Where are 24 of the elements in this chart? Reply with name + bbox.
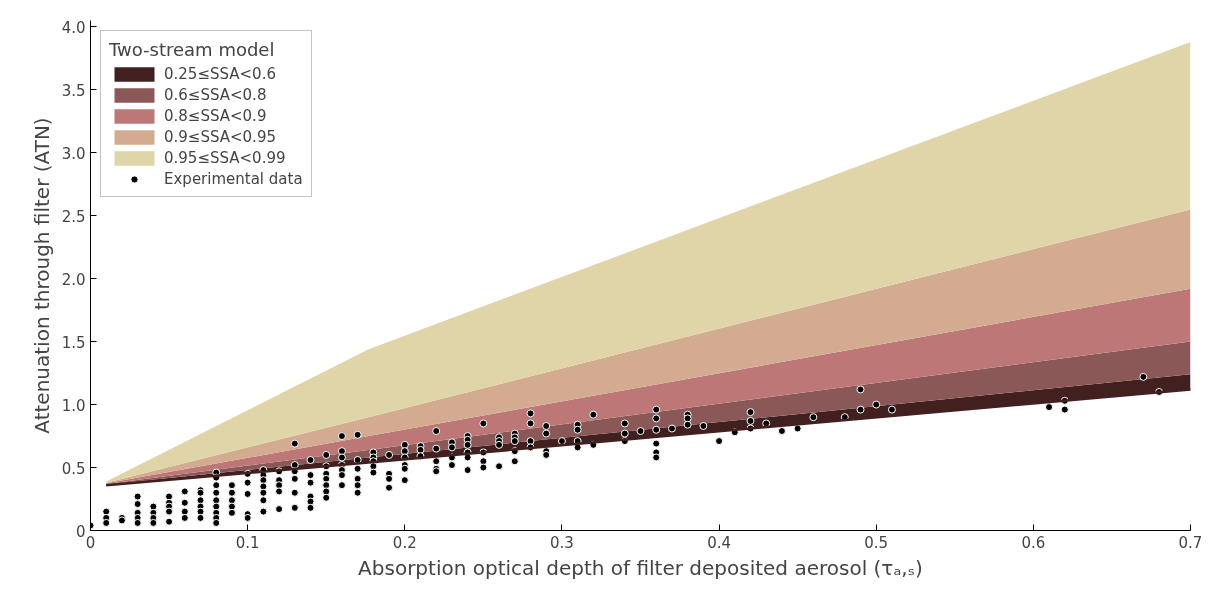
x-tick-label: 0.2 (392, 533, 417, 552)
y-tick-label: 3.0 (61, 144, 86, 163)
x-tick-label: 0.5 (864, 533, 889, 552)
y-tick-label: 4.0 (61, 18, 86, 37)
x-tick-label: 0.7 (1178, 533, 1203, 552)
legend-label: 0.25≤SSA<0.6 (164, 65, 276, 83)
y-tick-label: 3.5 (61, 81, 86, 100)
y-axis-title: Attenuation through filter (ATN) (29, 117, 54, 434)
legend-label: 0.8≤SSA<0.9 (164, 107, 267, 125)
x-tick-label: 0.3 (550, 533, 574, 552)
y-tick-label: 1.0 (61, 396, 86, 415)
x-tick-label: 0.1 (235, 533, 260, 552)
y-tick-label: 2.0 (61, 270, 86, 289)
y-tick-label: 1.5 (61, 333, 86, 352)
x-tick-label: 0.6 (1021, 533, 1046, 552)
x-axis-title: Absorption optical depth of filter deposited aerosol (τₐ,ₛ) (358, 555, 923, 580)
legend-title: Two-stream model (109, 39, 276, 60)
legend-label: 0.6≤SSA<0.8 (164, 86, 267, 104)
legend-label: 0.95≤SSA<0.99 (164, 149, 286, 167)
y-tick-label: 2.5 (61, 207, 86, 226)
x-tick-label: 0.4 (707, 533, 731, 552)
legend-label: 0.9≤SSA<0.95 (164, 128, 276, 146)
y-tick-label: 0.5 (61, 459, 86, 478)
legend-label: Experimental data (164, 170, 303, 188)
